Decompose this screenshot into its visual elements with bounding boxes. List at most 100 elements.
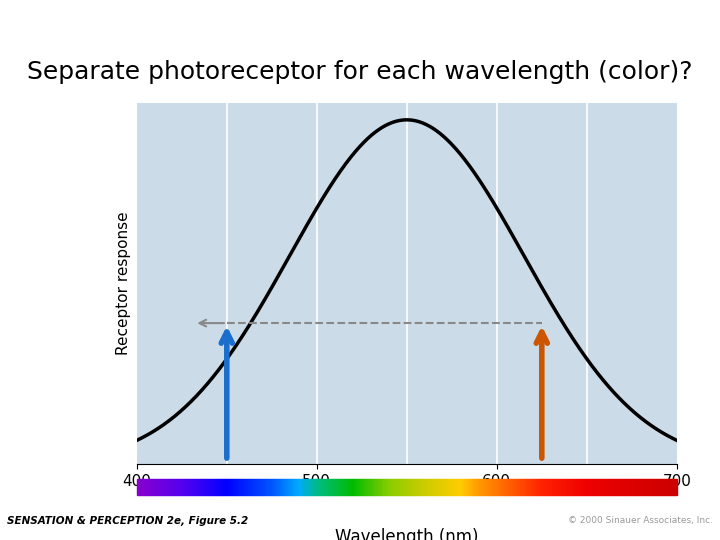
Bar — [292, 479, 294, 495]
Bar — [299, 479, 301, 495]
Bar — [673, 479, 675, 495]
Bar — [217, 479, 220, 495]
Bar — [271, 479, 274, 495]
Bar — [515, 479, 516, 495]
Bar — [319, 479, 320, 495]
Bar — [533, 479, 534, 495]
Bar — [565, 479, 567, 495]
Bar — [155, 479, 156, 495]
Bar — [367, 479, 369, 495]
Bar — [508, 479, 509, 495]
Bar — [636, 479, 637, 495]
Bar — [302, 479, 304, 495]
Bar — [662, 479, 665, 495]
Bar — [564, 479, 565, 495]
Bar — [479, 479, 481, 495]
Bar — [430, 479, 432, 495]
Bar — [176, 479, 179, 495]
Bar — [596, 479, 598, 495]
Bar — [212, 479, 215, 495]
Bar — [495, 479, 497, 495]
Bar — [358, 479, 360, 495]
Bar — [433, 479, 436, 495]
Bar — [632, 479, 634, 495]
Bar — [391, 479, 392, 495]
Bar — [567, 479, 569, 495]
Bar — [464, 479, 467, 495]
Bar — [181, 479, 184, 495]
Bar — [389, 479, 390, 495]
Bar — [500, 479, 503, 495]
Bar — [256, 479, 258, 495]
Bar — [534, 479, 536, 495]
Bar — [659, 479, 660, 495]
Bar — [675, 479, 677, 495]
Bar — [355, 479, 356, 495]
Bar — [642, 479, 644, 495]
Bar — [158, 479, 160, 495]
Bar — [259, 479, 261, 495]
Bar — [414, 479, 416, 495]
Bar — [311, 479, 313, 495]
Bar — [521, 479, 522, 495]
Bar — [157, 479, 158, 495]
Bar — [630, 479, 632, 495]
Bar — [621, 479, 623, 495]
Bar — [425, 479, 426, 495]
Bar — [246, 479, 248, 495]
Bar — [416, 479, 418, 495]
Bar — [347, 479, 349, 495]
Bar — [283, 479, 284, 495]
Bar — [229, 479, 230, 495]
Bar — [202, 479, 204, 495]
Bar — [151, 479, 153, 495]
Bar — [670, 479, 671, 495]
Bar — [472, 479, 473, 495]
Text: SENSATION & PERCEPTION 2e, Figure 5.2: SENSATION & PERCEPTION 2e, Figure 5.2 — [7, 516, 248, 526]
Bar — [184, 479, 186, 495]
Bar — [654, 479, 655, 495]
Bar — [649, 479, 652, 495]
Bar — [148, 479, 150, 495]
Bar — [613, 479, 616, 495]
Bar — [628, 479, 630, 495]
Bar — [270, 479, 272, 495]
Bar — [274, 479, 276, 495]
Bar — [306, 479, 308, 495]
Bar — [277, 479, 279, 495]
Bar — [191, 479, 192, 495]
Bar — [492, 479, 493, 495]
Bar — [490, 479, 491, 495]
Bar — [647, 479, 648, 495]
Bar — [426, 479, 428, 495]
Bar — [235, 479, 238, 495]
Bar — [672, 479, 673, 495]
Bar — [623, 479, 624, 495]
Bar — [252, 479, 254, 495]
Bar — [588, 479, 590, 495]
Bar — [644, 479, 647, 495]
Bar — [374, 479, 376, 495]
Bar — [648, 479, 649, 495]
Bar — [328, 479, 330, 495]
Bar — [572, 479, 575, 495]
Bar — [552, 479, 554, 495]
Bar — [438, 479, 439, 495]
Bar — [284, 479, 287, 495]
Bar — [150, 479, 151, 495]
Bar — [560, 479, 562, 495]
Bar — [289, 479, 292, 495]
Bar — [461, 479, 462, 495]
Bar — [325, 479, 328, 495]
Bar — [634, 479, 635, 495]
Bar — [601, 479, 603, 495]
Bar — [637, 479, 639, 495]
Bar — [346, 479, 348, 495]
Bar — [331, 479, 333, 495]
Bar — [539, 479, 540, 495]
Bar — [194, 479, 196, 495]
Bar — [167, 479, 169, 495]
Bar — [193, 479, 194, 495]
Bar — [493, 479, 495, 495]
Bar — [329, 479, 331, 495]
